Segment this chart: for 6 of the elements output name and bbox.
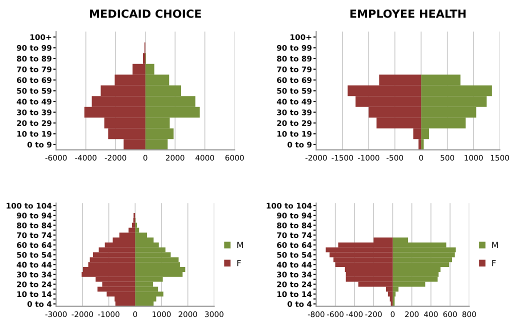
chart-title: MEDICAID CHOICE <box>90 10 201 18</box>
legend-label: F <box>237 260 241 266</box>
legend-label: M <box>492 242 498 248</box>
legend-label: M <box>237 242 243 248</box>
legend-label: F <box>492 260 496 266</box>
chart-title: EMPLOYEE HEALTH <box>350 10 466 18</box>
